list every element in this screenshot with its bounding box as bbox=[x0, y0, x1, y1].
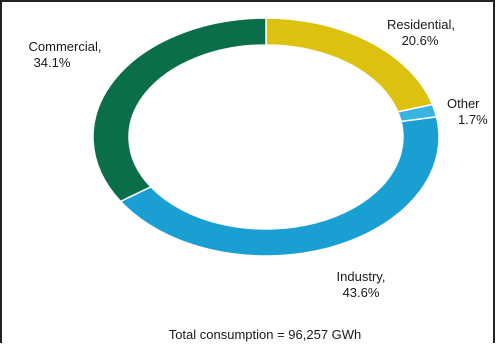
label-residential-value: 20.6% bbox=[402, 33, 439, 48]
donut-slices bbox=[92, 17, 440, 257]
slice-industry bbox=[119, 116, 440, 257]
label-residential-name: Residential, bbox=[387, 17, 455, 32]
label-commercial-name: Commercial, bbox=[29, 39, 102, 54]
total-consumption-note: Total consumption = 96,257 GWh bbox=[169, 327, 362, 342]
label-commercial-value: 34.1% bbox=[34, 55, 71, 70]
slice-commercial bbox=[92, 17, 267, 203]
label-industry-value: 43.6% bbox=[343, 285, 380, 300]
label-other-name: Other bbox=[447, 96, 480, 111]
label-industry-name: Industry, bbox=[337, 269, 386, 284]
label-other-value: 1.7% bbox=[458, 112, 488, 127]
